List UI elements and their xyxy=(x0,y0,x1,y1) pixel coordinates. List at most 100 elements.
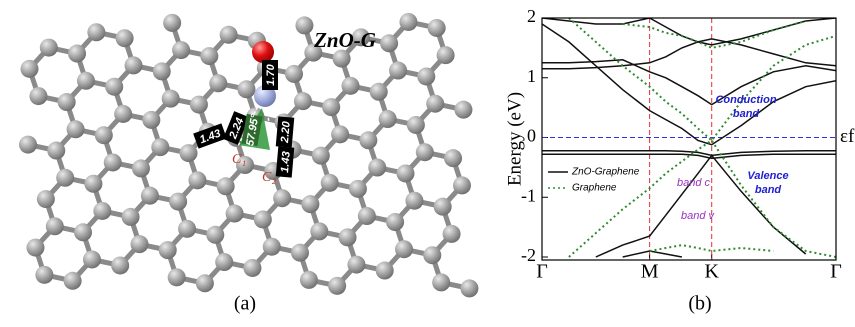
carbon-atom xyxy=(104,153,122,171)
atom-label: C₁ xyxy=(232,152,246,167)
bond-length: 1.43 xyxy=(279,151,293,173)
carbon-atom xyxy=(300,271,318,289)
carbon-atom xyxy=(21,60,39,78)
carbon-atom xyxy=(460,279,478,297)
carbon-atom xyxy=(163,14,181,32)
graphene-lattice xyxy=(19,13,478,297)
carbon-atom xyxy=(64,272,82,290)
carbon-atom xyxy=(273,189,291,207)
carbon-atom xyxy=(122,208,140,226)
carbon-atom xyxy=(77,72,95,90)
carbon-atom xyxy=(321,174,339,192)
carbon-atom xyxy=(47,142,65,160)
y-tick-label: -1 xyxy=(521,185,536,205)
carbon-atom xyxy=(237,80,255,98)
bond-length: 2.20 xyxy=(279,120,293,144)
carbon-atom xyxy=(180,144,198,162)
carbon-atom xyxy=(312,147,330,165)
figure: ZnO-G 1.702.241.4357.95°2.201.43 C₁ C₂ (… xyxy=(0,0,855,327)
band-line xyxy=(542,60,836,105)
carbon-atom xyxy=(40,39,58,57)
carbon-atom xyxy=(454,101,472,119)
o-atom xyxy=(252,41,274,63)
annotation: Conduction xyxy=(715,94,776,106)
carbon-atom xyxy=(83,250,101,268)
band-line xyxy=(542,39,836,69)
carbon-atom xyxy=(389,62,407,80)
carbon-atom xyxy=(217,177,235,195)
carbon-atom xyxy=(328,277,346,295)
carbon-atom xyxy=(105,78,123,96)
carbon-atom xyxy=(294,92,312,110)
carbon-atom xyxy=(151,138,169,156)
panel-label: (b) xyxy=(688,293,711,315)
carbon-atom xyxy=(111,256,129,274)
carbon-atom xyxy=(331,125,349,143)
carbon-atom xyxy=(132,159,150,177)
carbon-atom xyxy=(84,175,102,193)
carbon-atom xyxy=(359,131,377,149)
carbon-atom xyxy=(67,120,85,138)
x-tick-label: Γ xyxy=(830,261,842,283)
carbon-atom xyxy=(426,95,444,113)
carbon-atom xyxy=(196,274,214,292)
carbon-atom xyxy=(200,47,218,65)
carbon-atom xyxy=(159,241,177,259)
carbon-atom xyxy=(399,13,417,31)
carbon-atom xyxy=(87,23,105,41)
y-tick-label: 0 xyxy=(527,126,536,146)
structure-title: ZnO-G xyxy=(313,28,376,52)
y-tick-label: 2 xyxy=(527,6,536,26)
carbon-atom xyxy=(370,83,388,101)
carbon-atom xyxy=(295,16,313,34)
carbon-atom xyxy=(443,225,461,243)
bond-length: 1.70 xyxy=(265,63,277,85)
carbon-atom xyxy=(141,187,159,205)
carbon-atom xyxy=(437,46,455,64)
carbon-atom xyxy=(95,126,113,144)
carbon-atom xyxy=(453,176,471,194)
carbon-atom xyxy=(243,259,261,277)
y-axis-title: Energy (eV) xyxy=(504,92,525,186)
carbon-atom xyxy=(368,159,386,177)
carbon-atom xyxy=(68,45,86,63)
carbon-atom xyxy=(291,244,309,262)
annotation: band c xyxy=(677,177,711,189)
carbon-atom xyxy=(432,273,450,291)
carbon-atom xyxy=(358,207,376,225)
carbon-atom xyxy=(168,268,186,286)
carbon-atom xyxy=(322,98,340,116)
carbon-atom xyxy=(169,193,187,211)
carbon-atom xyxy=(386,213,404,231)
carbon-atom xyxy=(423,246,441,264)
carbon-atom xyxy=(178,220,196,238)
bond-label: 1.43 xyxy=(276,146,295,177)
annotation: band xyxy=(733,108,760,120)
carbon-atom xyxy=(220,26,238,44)
carbon-atom xyxy=(342,77,360,95)
carbon-atom xyxy=(379,110,397,128)
carbon-atom xyxy=(37,190,55,208)
band-line xyxy=(542,24,836,145)
carbon-atom xyxy=(206,226,224,244)
legend-label: ZnO-Graphene xyxy=(571,167,640,178)
legend-label: Graphene xyxy=(572,183,617,194)
carbon-atom xyxy=(376,262,394,280)
carbon-atom xyxy=(188,171,206,189)
bond-label: 1.70 xyxy=(262,60,278,90)
carbon-atom xyxy=(162,90,180,108)
panel-label: (a) xyxy=(234,293,256,315)
carbon-atom xyxy=(114,105,132,123)
carbon-atom xyxy=(58,93,76,111)
band-line xyxy=(623,251,682,257)
x-tick-label: M xyxy=(641,261,659,283)
carbon-atom xyxy=(116,29,134,47)
carbon-atom xyxy=(142,111,160,129)
carbon-atom xyxy=(26,239,44,257)
carbon-atom xyxy=(349,180,367,198)
carbon-atom xyxy=(93,202,111,220)
carbon-atom xyxy=(380,34,398,52)
carbon-atom xyxy=(339,228,357,246)
x-tick-label: Γ xyxy=(536,261,548,283)
annotation: band xyxy=(755,184,782,196)
